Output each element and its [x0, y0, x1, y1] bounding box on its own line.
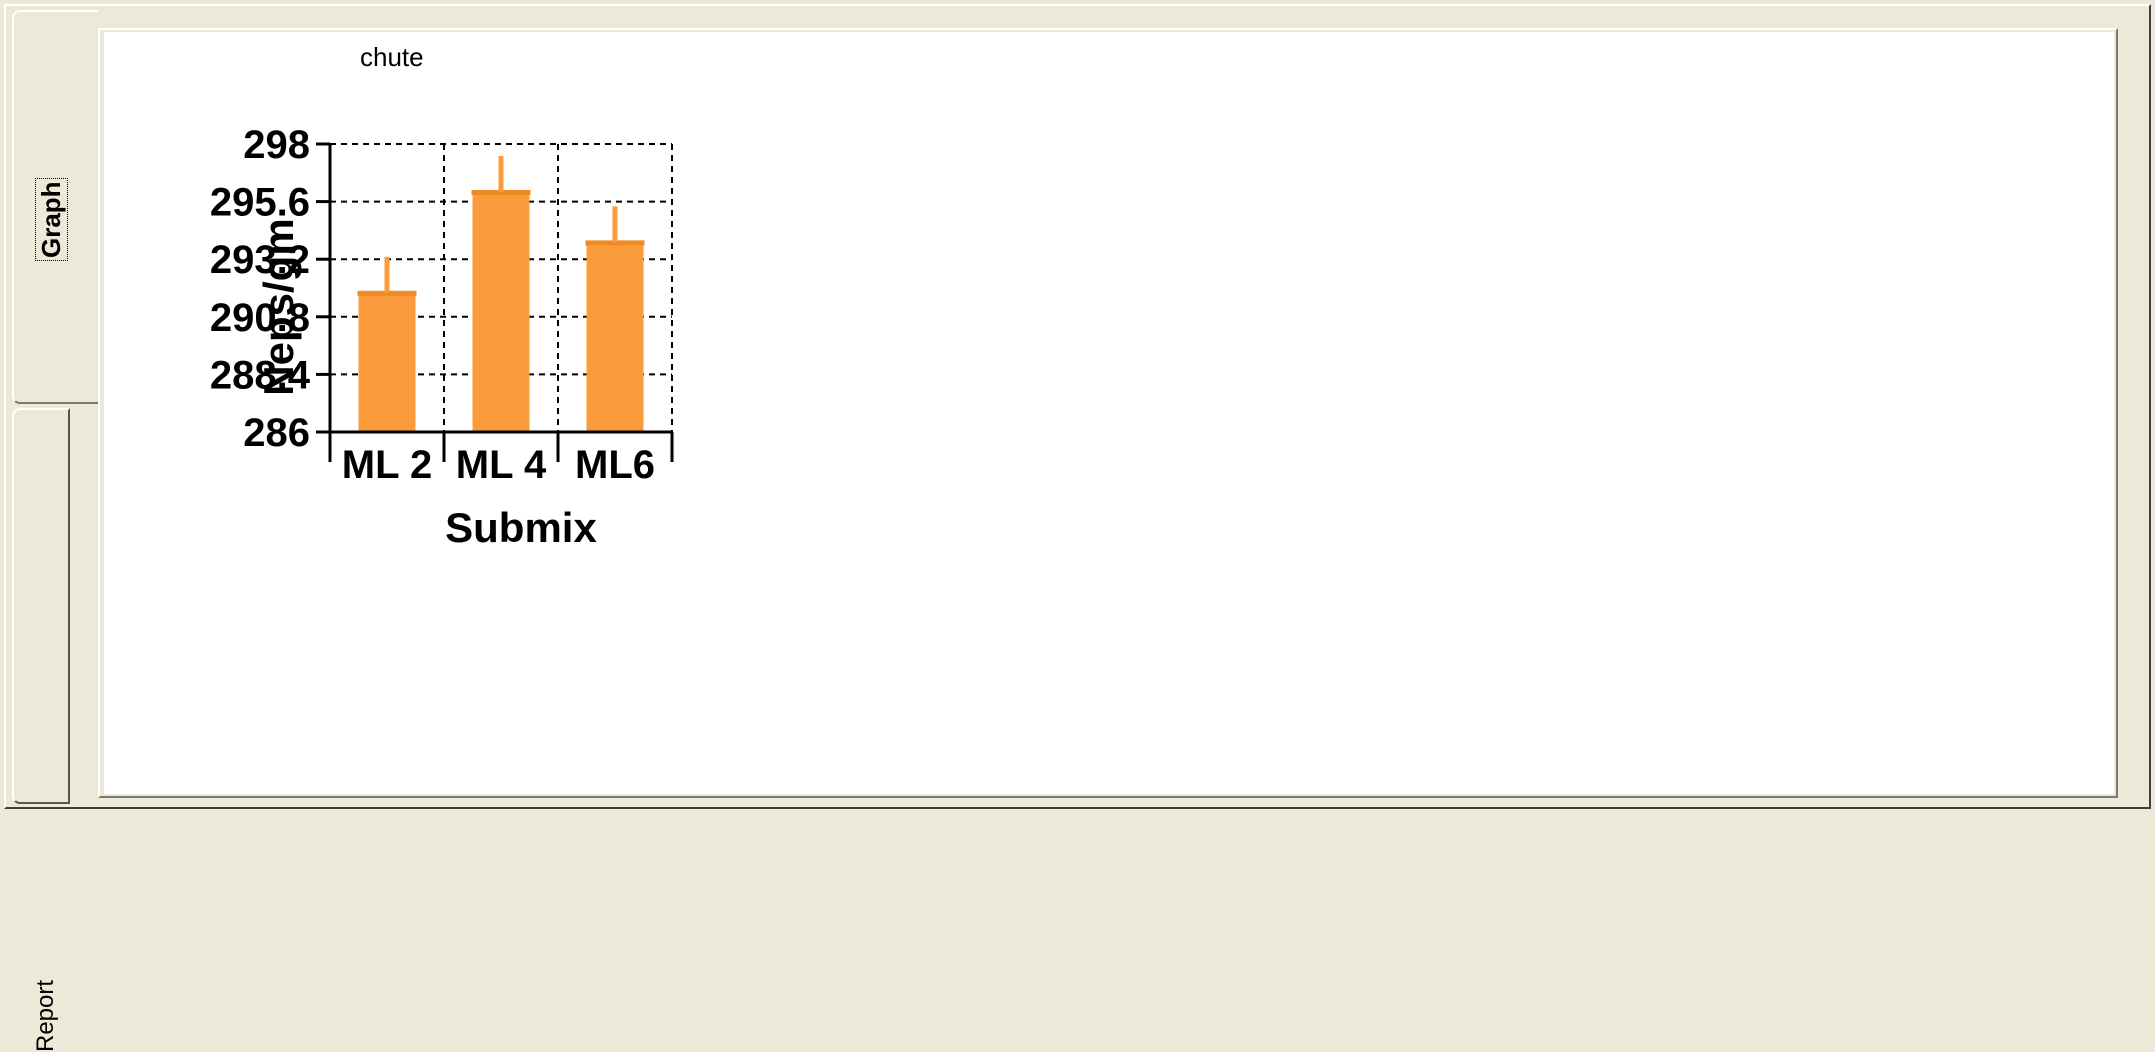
axes-layer — [316, 142, 674, 462]
bars-layer — [357, 156, 645, 432]
graph-panel: chute 298 295.6 293.2 290.8 288.4 286 ML 2 ML … — [98, 28, 2118, 798]
y-tick-label: 286 — [243, 411, 310, 455]
y-tick-labels: 298 295.6 293.2 290.8 288.4 286 — [210, 123, 311, 455]
x-tick-labels: ML 2 ML 4 ML6 — [342, 443, 655, 487]
tab-report[interactable]: Report — [12, 408, 70, 1052]
x-tick-label: ML 2 — [342, 443, 432, 487]
y-tick-label: 288.4 — [210, 353, 311, 397]
bar — [358, 292, 416, 432]
error-bar — [384, 256, 390, 293]
bar — [472, 192, 530, 432]
y-tick-label: 295.6 — [210, 181, 310, 225]
bar-cap — [471, 190, 531, 195]
y-tick-label: 290.8 — [210, 296, 310, 340]
error-bar — [612, 206, 618, 243]
x-tick-label: ML6 — [575, 443, 655, 487]
chart-title: chute — [360, 42, 424, 72]
bar — [586, 242, 644, 432]
x-axis-title: Submix — [445, 504, 597, 551]
tab-report-label: Report — [32, 979, 59, 1052]
app-window: Graph Report chute 298 295.6 293.2 290.8 288… — [4, 4, 2151, 1052]
y-axis-title: Neps/gm — [255, 218, 302, 395]
error-bar — [498, 156, 504, 192]
tab-graph-label: Graph — [35, 176, 68, 263]
chart-area: chute 298 295.6 293.2 290.8 288.4 286 ML 2 ML … — [104, 32, 2114, 794]
bar-cap — [357, 290, 417, 296]
bar-cap — [585, 240, 645, 246]
y-tick-label: 298 — [243, 123, 310, 167]
tab-strip: Graph Report — [6, 6, 98, 1052]
tab-graph[interactable]: Graph — [12, 10, 98, 404]
x-tick-label: ML 4 — [456, 443, 547, 487]
y-tick-label: 293.2 — [210, 238, 310, 282]
